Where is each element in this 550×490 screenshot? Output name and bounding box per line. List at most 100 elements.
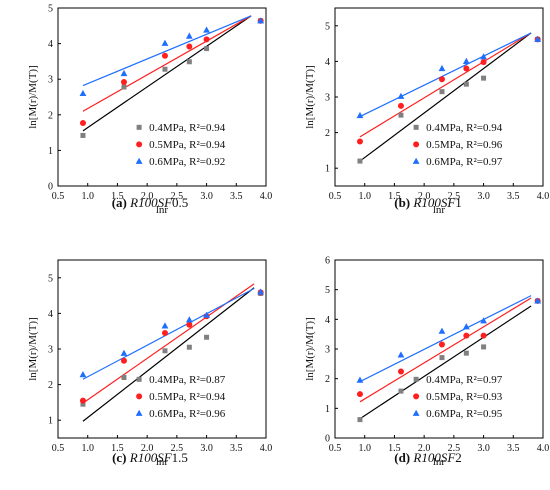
x-tick-label: 3.0 (200, 443, 213, 454)
legend-marker-series-3 (412, 157, 420, 164)
x-tick-label: 1.0 (358, 191, 371, 202)
legend-marker-series-2 (136, 393, 143, 400)
x-tick-label: 1.5 (388, 443, 401, 454)
y-tick-label: 1 (48, 146, 53, 157)
data-point-series-3 (462, 323, 470, 330)
fit-line-series-2 (82, 15, 252, 112)
x-tick-label: 3.0 (477, 191, 490, 202)
data-point-series-3 (203, 26, 210, 33)
x-tick-label: 3.5 (507, 443, 520, 454)
data-point-series-1 (186, 59, 192, 65)
data-point-series-1 (357, 417, 363, 423)
data-point-series-2 (120, 357, 127, 364)
data-point-series-2 (186, 43, 193, 50)
legend-marker-series-1 (413, 376, 419, 382)
x-tick-label: 2.0 (141, 443, 154, 454)
legend-label-series-2: 0.5MPa, R²=0.94 (149, 391, 226, 403)
x-tick-label: 2.0 (418, 443, 431, 454)
fit-line-series-2 (359, 297, 532, 403)
y-tick-label: 3 (48, 75, 53, 86)
fit-line-series-1 (82, 15, 252, 132)
x-tick-label: 3.5 (507, 191, 520, 202)
y-tick-label: 4 (325, 57, 330, 68)
legend-label-series-1: 0.4MPa, R²=0.94 (426, 122, 503, 134)
legend-label-series-1: 0.4MPa, R²=0.97 (426, 374, 503, 386)
data-point-series-3 (438, 327, 446, 334)
data-point-series-3 (257, 17, 265, 24)
data-point-series-2 (463, 65, 470, 72)
data-point-series-2 (480, 332, 487, 339)
data-point-series-1 (463, 350, 469, 356)
x-tick-label: 2.5 (448, 443, 461, 454)
fit-line-series-1 (82, 287, 255, 422)
y-tick-label: 5 (325, 285, 330, 296)
x-axis-label: lnr (433, 204, 446, 216)
y-tick-label: 1 (48, 416, 53, 427)
data-point-series-1 (204, 46, 210, 52)
x-axis-label: lnr (156, 204, 169, 216)
x-tick-label: 0.5 (329, 191, 342, 202)
data-point-series-2 (79, 397, 86, 404)
data-point-series-1 (80, 401, 86, 407)
x-tick-label: 1.5 (388, 191, 401, 202)
y-axis-label: ln[M(r)/M(T)] (27, 65, 39, 129)
legend-label-series-2: 0.5MPa, R²=0.94 (149, 139, 226, 151)
data-point-series-1 (398, 388, 404, 394)
y-axis-label: ln[M(r)/M(T)] (27, 317, 39, 381)
legend-label-series-1: 0.4MPa, R²=0.87 (149, 374, 226, 386)
legend-label-series-2: 0.5MPa, R²=0.96 (426, 139, 503, 151)
x-tick-label: 1.0 (81, 443, 94, 454)
x-tick-label: 1.0 (81, 191, 94, 202)
legend-marker-series-1 (413, 124, 419, 130)
data-point-series-1 (121, 84, 127, 90)
data-point-series-3 (185, 32, 193, 39)
y-tick-label: 5 (325, 21, 330, 32)
chart-panel-1: 0.5 1.0 1.5 2.0 2.5 3.0 3.5 4.0 0 1 2 3 4 5 lnr ln[M(r)… (27, 4, 272, 217)
y-tick-label: 2 (48, 380, 53, 391)
data-point-series-2 (356, 138, 363, 145)
chart-panel-4: 0.5 1.0 1.5 2.0 2.5 3.0 3.5 4.0 0 1 2 3 4 5 6 lnr ln[M(r… (304, 256, 549, 469)
data-point-series-3 (257, 288, 265, 295)
x-tick-label: 2.0 (418, 191, 431, 202)
x-tick-label: 4.0 (537, 191, 550, 202)
x-tick-label: 4.0 (260, 191, 273, 202)
x-tick-label: 4.0 (260, 443, 273, 454)
data-point-series-2 (161, 52, 168, 59)
legend-label-series-3: 0.6MPa, R²=0.92 (149, 156, 225, 168)
data-point-series-3 (356, 111, 364, 119)
data-point-series-3 (462, 57, 470, 64)
data-point-series-1 (204, 334, 210, 340)
legend-marker-series-2 (413, 141, 420, 148)
legend-label-series-3: 0.6MPa, R²=0.95 (426, 408, 503, 420)
x-tick-label: 1.0 (358, 443, 371, 454)
x-axis-label: lnr (433, 456, 446, 468)
y-tick-label: 4 (48, 39, 53, 50)
x-tick-label: 3.0 (477, 443, 490, 454)
data-point-series-2 (186, 321, 193, 328)
panel-caption: (c) R100SF1.5 (112, 450, 188, 465)
data-point-series-3 (185, 316, 193, 323)
x-tick-label: 0.5 (329, 443, 342, 454)
data-point-series-2 (463, 332, 470, 339)
x-tick-label: 2.0 (141, 191, 154, 202)
chart-panel-3: 0.5 1.0 1.5 2.0 2.5 3.0 3.5 4.0 1 2 3 4 5 lnr ln[M(r)/… (27, 259, 273, 468)
data-point-series-3 (438, 64, 446, 72)
data-point-series-1 (439, 89, 445, 95)
data-point-series-1 (357, 158, 363, 164)
data-point-series-2 (397, 368, 404, 375)
data-point-series-1 (186, 344, 192, 350)
data-point-series-3 (120, 349, 128, 356)
y-tick-label: 2 (325, 128, 330, 139)
y-tick-label: 6 (325, 256, 330, 267)
panel-caption: (a) R100SF0.5 (112, 195, 189, 210)
data-point-series-3 (397, 351, 405, 358)
data-point-series-2 (480, 59, 487, 66)
x-tick-label: 0.5 (52, 443, 65, 454)
y-tick-label: 2 (325, 374, 330, 385)
x-tick-label: 3.0 (200, 191, 213, 202)
data-point-series-1 (162, 66, 168, 72)
x-axis-label: lnr (156, 456, 169, 468)
legend-marker-series-2 (413, 393, 420, 400)
y-tick-label: 4 (48, 309, 53, 320)
data-point-series-2 (438, 341, 445, 348)
